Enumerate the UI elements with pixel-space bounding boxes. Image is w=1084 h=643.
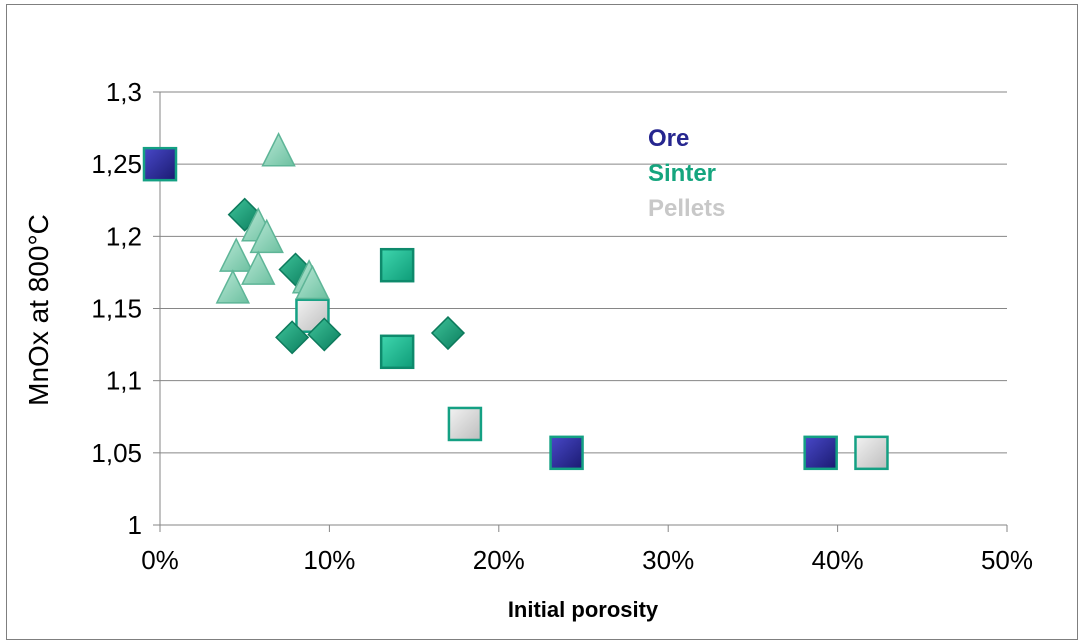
legend: Ore Sinter Pellets: [648, 125, 725, 222]
data-points: [142, 132, 889, 471]
y-axis-label: MnOx at 800°C: [23, 214, 54, 406]
y-tick-labels: 1 1,05 1,1 1,15 1,2 1,25 1,3: [91, 77, 160, 540]
chart-frame: [6, 4, 1078, 640]
y-tick-label: 1,2: [106, 221, 142, 251]
series-1-square-markers: [379, 247, 415, 370]
x-tick-label: 50%: [981, 545, 1033, 575]
y-tick-label: 1,1: [106, 366, 142, 396]
triangle-marker: [215, 269, 251, 304]
triangle-marker: [219, 237, 254, 272]
legend-item-sinter: Sinter: [648, 160, 716, 187]
series-3-diamond-markers: [227, 197, 466, 355]
legend-item-pellets: Pellets: [648, 195, 725, 222]
y-tick-label: 1,15: [91, 294, 142, 324]
y-tick-label: 1,05: [91, 438, 142, 468]
x-axis-label: Initial porosity: [508, 597, 659, 622]
y-tick-label: 1,25: [91, 149, 142, 179]
square-marker: [803, 435, 838, 471]
triangle-marker: [241, 250, 276, 285]
triangle-marker: [261, 132, 296, 167]
series-2-square-markers: [295, 298, 889, 471]
square-marker: [379, 247, 415, 283]
square-marker: [142, 146, 178, 182]
series-0-square-markers: [142, 146, 838, 471]
diamond-marker: [227, 197, 262, 232]
square-marker: [379, 334, 415, 370]
legend-item-ore: Ore: [648, 125, 689, 152]
diamond-marker: [275, 320, 310, 355]
square-marker: [549, 435, 584, 471]
triangle-marker: [295, 264, 330, 300]
square-marker: [447, 406, 483, 442]
x-tick-label: 20%: [473, 545, 525, 575]
x-tick-label: 30%: [642, 545, 694, 575]
y-tick-label: 1,3: [106, 77, 142, 107]
series-4-triangle-markers: [215, 132, 330, 304]
diamond-marker: [430, 315, 466, 351]
x-tick-labels: 0% 10% 20% 30% 40% 50%: [141, 525, 1033, 575]
y-tick-label: 1: [128, 510, 142, 540]
x-tick-label: 0%: [141, 545, 179, 575]
square-marker: [854, 435, 889, 471]
x-tick-label: 10%: [303, 545, 355, 575]
diamond-marker: [307, 317, 342, 352]
triangle-marker: [249, 218, 284, 254]
x-tick-label: 40%: [812, 545, 864, 575]
